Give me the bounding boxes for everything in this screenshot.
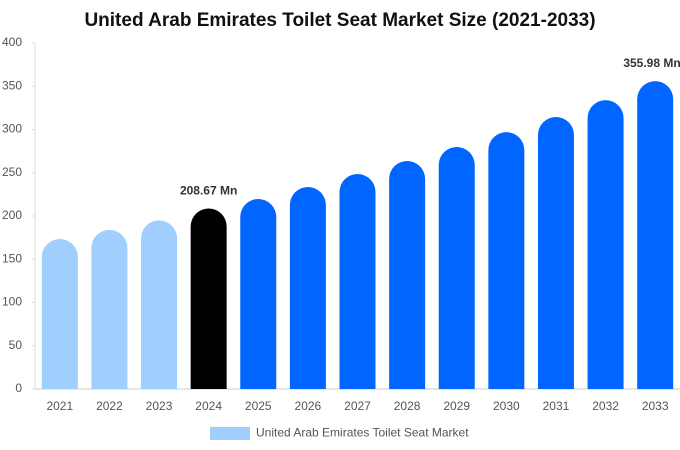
y-tick-label: 400 xyxy=(2,35,22,49)
y-tick-label: 0 xyxy=(15,381,22,395)
value-label: 208.67 Mn xyxy=(180,184,237,198)
bar xyxy=(240,198,277,389)
bar xyxy=(141,220,178,389)
x-tick-label: 2022 xyxy=(96,399,123,413)
x-tick-label: 2027 xyxy=(344,399,371,413)
bar xyxy=(637,81,674,389)
bar xyxy=(289,187,326,389)
y-tick-label: 300 xyxy=(2,122,22,136)
x-tick-label: 2024 xyxy=(195,399,222,413)
bar xyxy=(438,146,475,389)
x-tick-label: 2029 xyxy=(443,399,470,413)
y-tick-label: 150 xyxy=(2,251,22,265)
bar xyxy=(587,100,624,389)
bar xyxy=(537,116,574,389)
bar xyxy=(339,173,376,389)
bar xyxy=(91,229,128,389)
legend-swatch xyxy=(210,427,250,440)
bar xyxy=(488,132,525,389)
x-tick-label: 2028 xyxy=(394,399,421,413)
bar xyxy=(190,208,227,389)
y-tick-label: 250 xyxy=(2,165,22,179)
x-tick-label: 2023 xyxy=(146,399,173,413)
bar xyxy=(41,239,78,389)
value-label: 355.98 Mn xyxy=(623,56,680,70)
y-tick-label: 100 xyxy=(2,295,22,309)
y-tick-label: 200 xyxy=(2,208,22,222)
x-tick-label: 2026 xyxy=(295,399,322,413)
x-tick-label: 2025 xyxy=(245,399,272,413)
bar xyxy=(389,160,426,389)
x-tick-label: 2032 xyxy=(592,399,619,413)
legend-label: United Arab Emirates Toilet Seat Market xyxy=(256,426,469,440)
x-tick-label: 2033 xyxy=(642,399,669,413)
y-tick-label: 350 xyxy=(2,78,22,92)
chart-title: United Arab Emirates Toilet Seat Market … xyxy=(84,10,595,31)
x-tick-label: 2021 xyxy=(46,399,73,413)
y-tick-label: 50 xyxy=(9,338,23,352)
x-tick-label: 2030 xyxy=(493,399,520,413)
x-tick-label: 2031 xyxy=(543,399,570,413)
